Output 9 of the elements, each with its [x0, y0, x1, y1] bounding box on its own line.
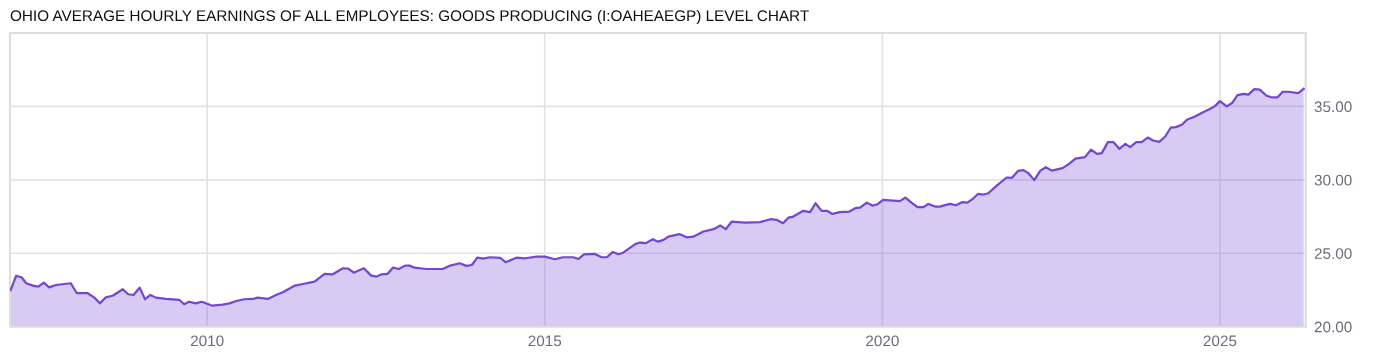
chart-title: OHIO AVERAGE HOURLY EARNINGS OF ALL EMPLOYEES: GOODS PRODUCING (I:OAHEAEGP) LEVEL CHART [10, 9, 809, 25]
y-tick-label: 35.00 [1314, 101, 1352, 113]
x-tick-label: 2015 [528, 335, 562, 347]
y-tick-label: 30.00 [1314, 174, 1352, 186]
x-tick-label: 2010 [190, 335, 224, 347]
y-tick-label: 25.00 [1314, 248, 1352, 259]
x-tick-label: 2025 [1203, 335, 1237, 347]
x-tick-label: 2020 [866, 335, 899, 347]
y-tick-label: 20.00 [1314, 321, 1352, 333]
